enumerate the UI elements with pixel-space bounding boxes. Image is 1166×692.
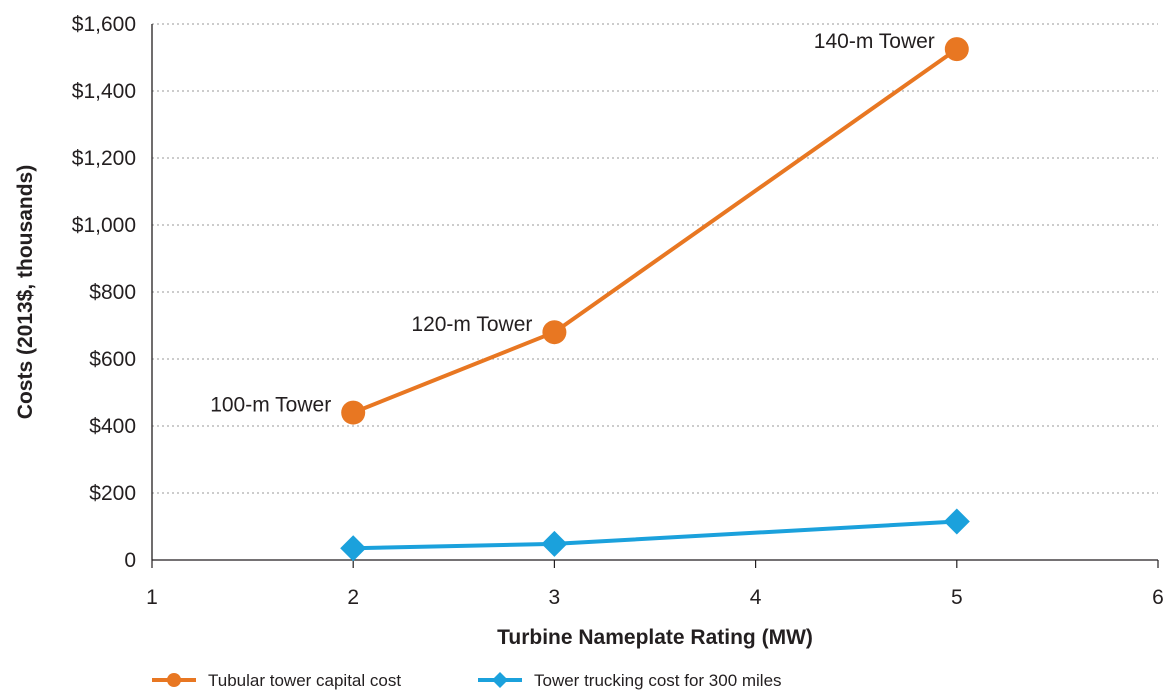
y-tick-label: 0: [124, 549, 136, 572]
y-tick-label: $200: [89, 482, 136, 505]
x-tick-label: 6: [1152, 586, 1164, 609]
y-axis-title: Costs (2013$, thousands): [14, 165, 37, 419]
y-tick-label: $600: [89, 348, 136, 371]
gridlines: [152, 23, 1158, 494]
x-tick-label: 5: [951, 586, 963, 609]
legend-marker: [492, 672, 508, 688]
annotation-label: 100-m Tower: [210, 394, 331, 417]
y-tick-label: $400: [89, 415, 136, 438]
y-tick-label: $800: [89, 281, 136, 304]
x-tick-label: 3: [549, 586, 561, 609]
axes: [151, 24, 1159, 568]
legend: Tubular tower capital cost Tower trucking…: [152, 671, 782, 690]
y-tick-label: $1,400: [72, 80, 136, 103]
series-line-2: [353, 519, 957, 551]
x-tick-label: 1: [146, 586, 158, 609]
annotation-label: 140-m Tower: [814, 30, 935, 53]
data-point: [340, 535, 367, 562]
y-tick-labels: 0 $200 $400 $600 $800 $1,000 $1,200 $1,400 $1,60…: [72, 13, 136, 572]
legend-label: Tubular tower capital cost: [208, 671, 401, 690]
data-point: [944, 37, 969, 62]
y-tick-label: $1,000: [72, 214, 136, 237]
y-tick-label: $1,200: [72, 147, 136, 170]
x-tick-labels: 1 2 3 4 5 6: [146, 586, 1164, 609]
x-tick-label: 2: [347, 586, 359, 609]
data-point: [341, 400, 366, 425]
legend-marker: [167, 673, 181, 687]
y-tick-label: $1,600: [72, 13, 136, 36]
legend-label: Tower trucking cost for 300 miles: [534, 671, 782, 690]
series-lines: [340, 37, 970, 562]
data-point: [943, 508, 970, 535]
x-tick-label: 4: [750, 586, 762, 609]
data-point: [542, 320, 567, 345]
series-line-1: [352, 47, 958, 415]
x-axis-title: Turbine Nameplate Rating (MW): [497, 626, 813, 649]
data-point: [541, 530, 568, 557]
annotation-label: 120-m Tower: [411, 313, 532, 336]
annotations: 100-m Tower 120-m Tower 140-m Tower: [210, 30, 935, 416]
